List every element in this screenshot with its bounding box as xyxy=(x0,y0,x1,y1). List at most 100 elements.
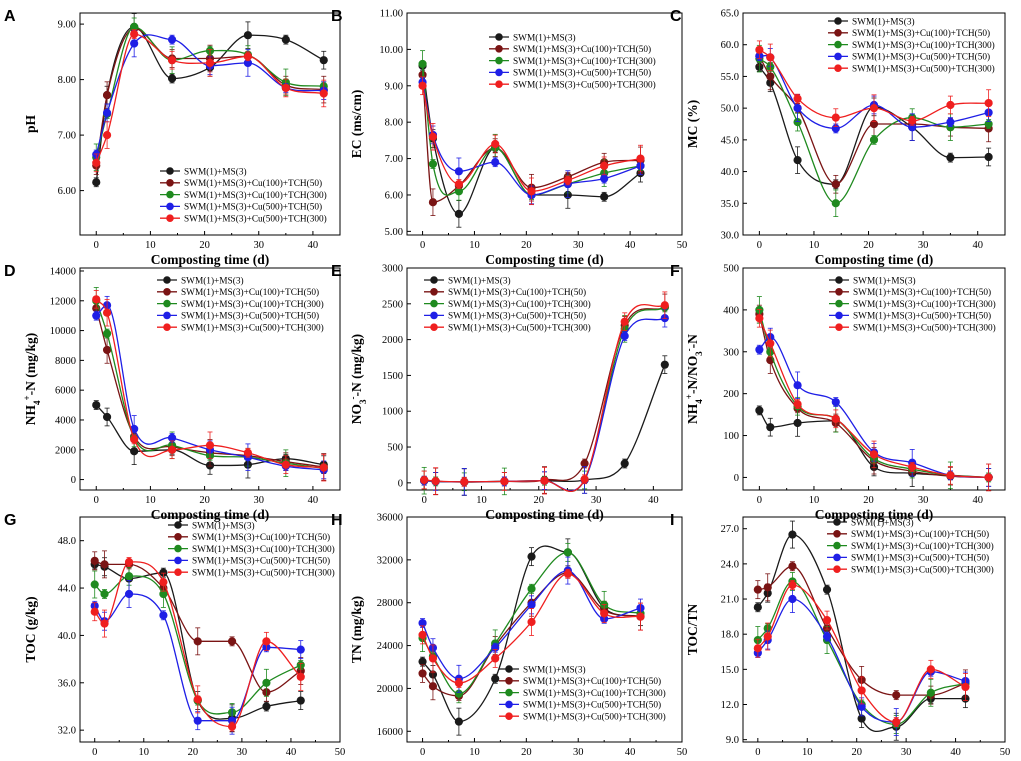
x-tick-label: 20 xyxy=(534,495,545,506)
data-point xyxy=(193,716,202,725)
legend-swatch-marker xyxy=(174,556,182,565)
y-tick-label: 400 xyxy=(723,305,739,316)
data-point xyxy=(454,209,463,218)
legend-label: SWM(1)+MS(3)+Cu(500)+TCH(300) xyxy=(184,214,327,225)
data-point xyxy=(857,686,866,695)
legend-swatch-marker xyxy=(835,276,843,284)
data-point xyxy=(563,176,572,185)
y-tick-label: 6.00 xyxy=(58,186,76,197)
data-point xyxy=(540,476,549,485)
x-tick-label: 20 xyxy=(863,495,874,506)
x-axis-label-G: Composting time (d) xyxy=(151,759,270,761)
series-G-5 xyxy=(90,557,305,732)
y-tick-label: 55.0 xyxy=(721,72,739,83)
legend-swatch-marker xyxy=(835,323,843,332)
legend-swatch-marker xyxy=(430,311,438,320)
data-point xyxy=(763,583,772,592)
y-tick-label: 40.0 xyxy=(58,631,76,642)
series-E-5 xyxy=(420,291,669,495)
x-tick-label: 0 xyxy=(420,747,425,758)
legend-swatch-marker xyxy=(174,533,182,541)
data-point xyxy=(908,462,917,472)
y-tick-label: 3000 xyxy=(382,264,403,275)
y-tick-label: 44.0 xyxy=(58,584,76,595)
data-point xyxy=(600,161,609,170)
y-tick-label: 8.00 xyxy=(385,118,403,129)
data-point xyxy=(946,117,955,127)
data-point xyxy=(420,475,429,485)
series-line xyxy=(759,58,989,204)
plot-frame-A xyxy=(79,12,341,236)
series-A-5 xyxy=(92,29,328,173)
data-point xyxy=(822,616,832,625)
y-tick-label: 27.0 xyxy=(721,524,739,535)
legend-label: SWM(1)+MS(3)+Cu(100)+TCH(300) xyxy=(448,299,591,310)
data-point xyxy=(766,72,775,81)
y-tick-label: 0 xyxy=(71,475,76,486)
data-point xyxy=(167,35,177,44)
legend-swatch-marker xyxy=(430,276,438,284)
x-tick-label: 50 xyxy=(335,747,346,758)
data-point xyxy=(926,665,935,674)
data-point xyxy=(822,585,832,594)
data-point xyxy=(788,580,797,590)
data-point xyxy=(90,580,99,589)
legend-label: SWM(1)+MS(3) xyxy=(192,520,255,531)
legend-swatch-marker xyxy=(166,202,174,211)
y-tick-label: 36.0 xyxy=(58,678,76,689)
series-I-4 xyxy=(753,585,970,736)
legend-swatch-marker xyxy=(834,52,842,61)
x-tick-label: 10 xyxy=(145,240,156,251)
legend-label: SWM(1)+MS(3)+Cu(500)+TCH(50) xyxy=(853,311,991,322)
legend-F: SWM(1)+MS(3)SWM(1)+MS(3)+Cu(100)+TCH(50)… xyxy=(829,275,996,334)
data-point xyxy=(130,447,139,456)
y-axis-label-F: NH4+-N/NO3--N xyxy=(684,334,704,424)
data-point xyxy=(418,630,427,639)
series-line xyxy=(422,551,641,695)
y-tick-label: 14000 xyxy=(50,266,76,277)
data-point xyxy=(262,637,271,646)
plot-frame-H xyxy=(406,516,683,743)
legend-swatch-marker xyxy=(505,665,513,673)
data-point xyxy=(428,198,438,207)
y-tick-label: 28000 xyxy=(377,598,403,609)
y-tick-label: 7.00 xyxy=(58,131,76,142)
y-tick-label: 200 xyxy=(723,389,739,400)
series-line xyxy=(758,66,989,185)
series-line xyxy=(94,563,301,720)
legend-swatch-marker xyxy=(834,17,842,25)
data-point xyxy=(130,39,139,48)
data-point xyxy=(946,471,955,480)
data-point xyxy=(100,589,109,599)
data-point xyxy=(984,473,993,482)
legend-swatch-marker xyxy=(174,544,182,553)
x-tick-label: 10 xyxy=(802,747,813,758)
plot-frame-D xyxy=(79,267,341,491)
legend-swatch-marker xyxy=(505,677,513,685)
x-tick-label: 10 xyxy=(469,747,480,758)
legend-label: SWM(1)+MS(3) xyxy=(851,517,914,528)
data-point xyxy=(755,345,764,354)
data-point xyxy=(428,654,438,663)
data-point xyxy=(281,460,290,469)
legend-label: SWM(1)+MS(3)+Cu(500)+TCH(50) xyxy=(192,556,330,567)
y-tick-label: 10000 xyxy=(50,326,76,337)
y-tick-label: 2500 xyxy=(382,299,403,310)
y-tick-label: 11.00 xyxy=(380,9,403,20)
x-tick-label: 30 xyxy=(254,240,265,251)
legend-label: SWM(1)+MS(3)+Cu(500)+TCH(50) xyxy=(181,311,319,322)
data-point xyxy=(831,414,840,423)
legend-swatch-marker xyxy=(430,299,438,308)
legend-label: SWM(1)+MS(3)+Cu(500)+TCH(300) xyxy=(513,80,656,91)
data-point xyxy=(527,187,536,196)
data-point xyxy=(763,632,772,641)
data-point xyxy=(100,560,109,569)
x-tick-label: 10 xyxy=(139,747,150,758)
data-point xyxy=(428,132,438,141)
data-point xyxy=(90,607,99,616)
data-point xyxy=(831,180,840,189)
legend-B: SWM(1)+MS(3)SWM(1)+MS(3)+Cu(100)+TCH(50)… xyxy=(489,32,656,91)
data-point xyxy=(431,476,440,486)
y-tick-label: 48.0 xyxy=(58,536,76,547)
legend-label: SWM(1)+MS(3)+Cu(500)+TCH(300) xyxy=(181,323,324,334)
